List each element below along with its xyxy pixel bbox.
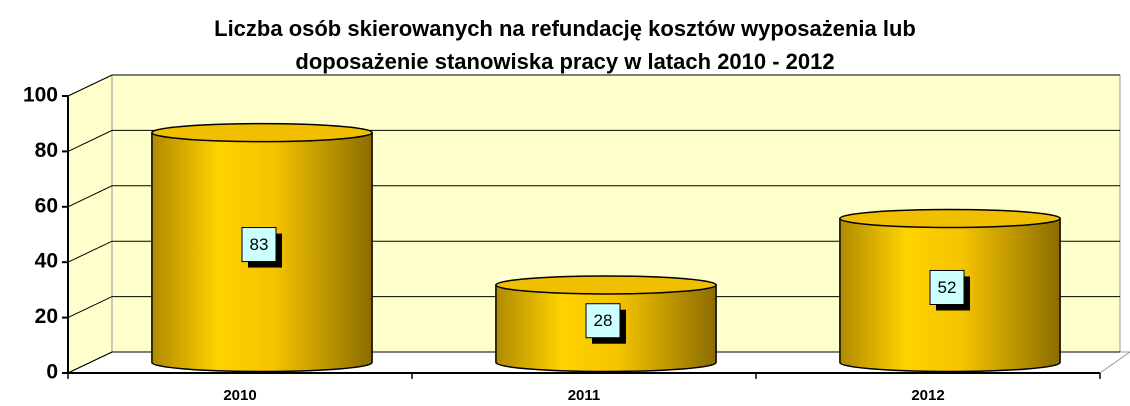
bar-top — [495, 275, 717, 295]
label-box — [241, 227, 277, 263]
value-label: 83 — [250, 235, 269, 254]
side-wall — [67, 74, 113, 374]
y-tick-label: 100 — [23, 84, 58, 107]
chart-title: Liczba osób skierowanych na refundację k… — [214, 16, 916, 41]
x-tick-label: 2012 — [911, 387, 944, 404]
y-tick-label: 60 — [35, 194, 58, 217]
y-tick-label: 0 — [46, 361, 58, 384]
grid-line — [67, 74, 1120, 97]
value-label: 28 — [594, 311, 613, 330]
value-label: 52 — [938, 278, 957, 297]
bar-top — [151, 122, 373, 143]
x-tick-label: 2011 — [568, 387, 601, 404]
y-tick-label: 40 — [35, 250, 58, 273]
x-tick-label: 2010 — [223, 387, 256, 404]
grid-line — [67, 240, 1120, 263]
grid-line — [67, 129, 1120, 152]
label-box — [585, 303, 621, 339]
grid-line — [67, 185, 1120, 208]
grid-line — [67, 296, 1120, 319]
label-box — [929, 269, 965, 305]
chart-subtitle: doposażenie stanowiska pracy w latach 20… — [295, 49, 834, 74]
bar-top — [839, 208, 1061, 229]
y-tick-label: 20 — [35, 305, 58, 328]
y-tick-label: 80 — [35, 139, 58, 162]
grid-line — [67, 351, 1120, 374]
